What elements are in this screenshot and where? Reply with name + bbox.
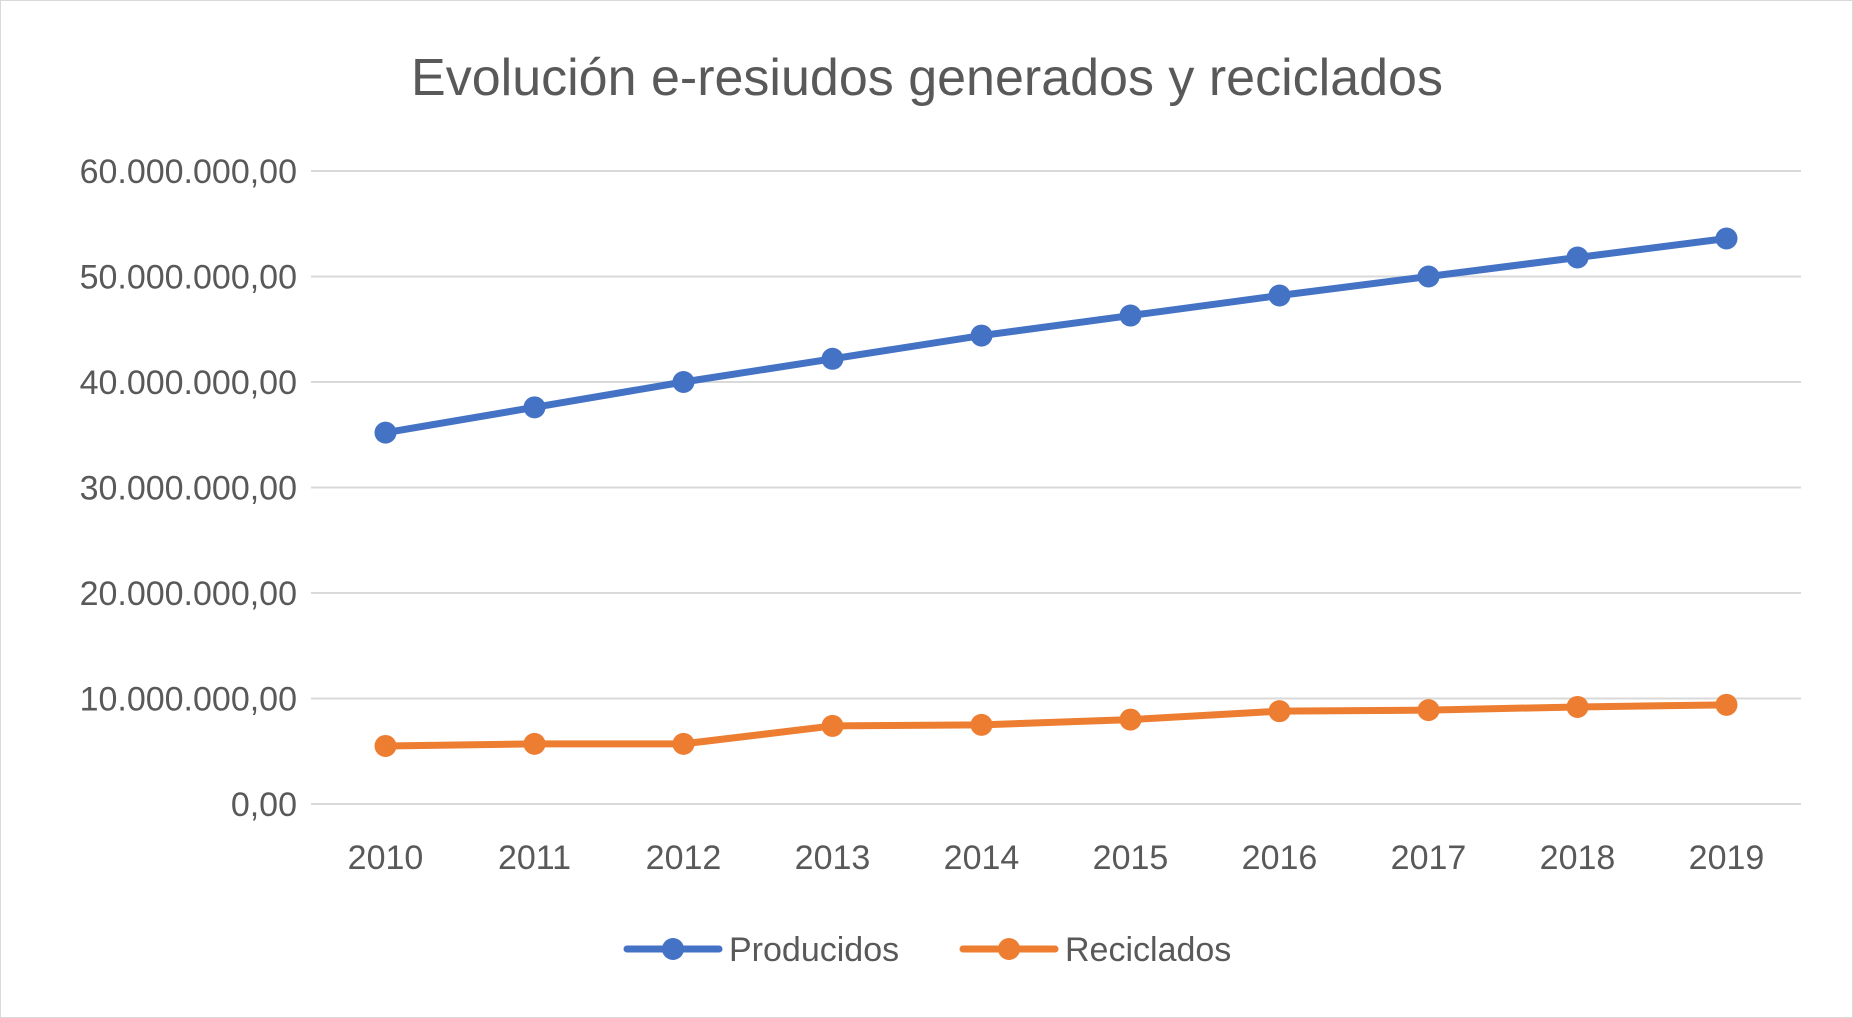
legend-swatch-marker [662,938,684,960]
y-tick-label: 0,00 [231,786,297,824]
y-tick-label: 30.000.000,00 [80,470,297,508]
x-tick-label: 2019 [1689,839,1765,877]
legend-label: Reciclados [1065,931,1231,969]
data-point [1566,246,1589,269]
data-point [1566,695,1589,718]
data-point [1417,699,1440,722]
data-point [821,714,844,737]
legend-item: Producidos [623,931,899,969]
x-tick-label: 2014 [944,839,1020,877]
x-tick-label: 2012 [646,839,722,877]
data-point [821,347,844,370]
y-axis-ticks: 0,00 10.000.000,00 20.000.000,00 30.000.000… [80,153,297,824]
series-line-1 [382,701,1730,750]
x-tick-label: 2016 [1242,839,1318,877]
y-tick-label: 20.000.000,00 [80,575,297,613]
gridlines [311,170,1801,805]
data-point [1268,700,1291,723]
data-point [523,732,546,755]
data-point [374,734,397,757]
data-point [672,732,695,755]
chart-title: Evolución e-resiudos generados y recicla… [411,49,1443,107]
data-point [374,421,397,444]
data-point [523,396,546,419]
data-point [1268,284,1291,307]
y-tick-label: 40.000.000,00 [80,364,297,402]
y-tick-label: 10.000.000,00 [80,681,297,719]
series-line-0 [382,235,1730,437]
data-point [1417,265,1440,288]
legend-item: Reciclados [959,931,1231,969]
legend-label: Producidos [729,931,899,969]
x-tick-label: 2010 [348,839,424,877]
data-point [672,371,695,393]
legend-swatch-marker [998,938,1020,960]
series-layer [374,227,1738,757]
x-tick-label: 2017 [1391,839,1467,877]
x-axis-ticks: 2010 2011 2012 2013 2014 2015 2016 2017 2018 2019 [348,839,1765,877]
y-tick-label: 50.000.000,00 [80,259,297,297]
y-tick-label: 60.000.000,00 [80,153,297,191]
data-point [1119,304,1142,327]
data-point [970,713,993,736]
data-point [1119,708,1142,731]
data-point [1715,693,1738,716]
x-tick-label: 2013 [795,839,871,877]
legend: Producidos Reciclados [623,931,1231,969]
data-point [1715,227,1738,250]
x-tick-label: 2011 [498,839,571,877]
x-tick-label: 2015 [1093,839,1169,877]
data-point [970,324,993,347]
x-tick-label: 2018 [1540,839,1616,877]
